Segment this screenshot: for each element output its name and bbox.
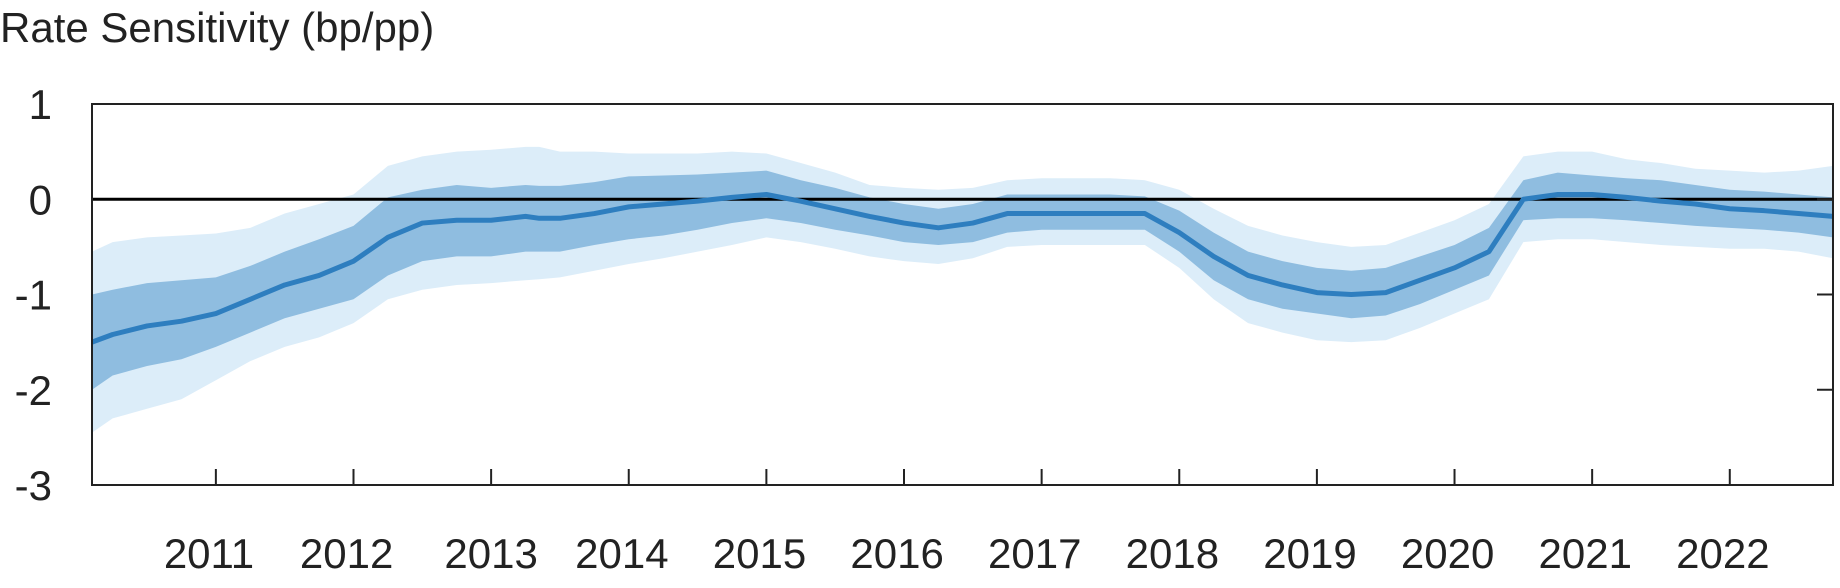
x-tick-label: 2016 bbox=[850, 530, 943, 577]
y-tick-label: 0 bbox=[29, 176, 52, 223]
x-axis: 2011 2012 2013 2014 2015 2016 2017 2018 2019 2020… bbox=[164, 469, 1770, 577]
x-tick-label: 2020 bbox=[1401, 530, 1494, 577]
x-tick-label: 2018 bbox=[1126, 530, 1219, 577]
x-tick-label: 2012 bbox=[300, 530, 393, 577]
y-tick-label: -3 bbox=[15, 462, 52, 509]
series-line bbox=[91, 191, 1834, 345]
x-tick-label: 2011 bbox=[164, 530, 254, 577]
y-axis: 1 0 -1 -2 -3 bbox=[15, 81, 1833, 509]
y-tick-label: 1 bbox=[29, 81, 52, 128]
x-tick-label: 2017 bbox=[988, 530, 1081, 577]
y-tick-label: -2 bbox=[15, 367, 52, 414]
x-tick-label: 2015 bbox=[713, 530, 806, 577]
x-tick-label: 2014 bbox=[575, 530, 668, 577]
x-tick-label: 2019 bbox=[1263, 530, 1356, 577]
x-tick-label: 2013 bbox=[444, 530, 537, 577]
chart-title: Rate Sensitivity (bp/pp) bbox=[0, 4, 435, 51]
confidence-band-inner bbox=[92, 170, 1833, 390]
y-tick-label: -1 bbox=[15, 272, 52, 319]
x-tick-label: 2021 bbox=[1539, 530, 1632, 577]
x-tick-label: 2022 bbox=[1676, 530, 1769, 577]
